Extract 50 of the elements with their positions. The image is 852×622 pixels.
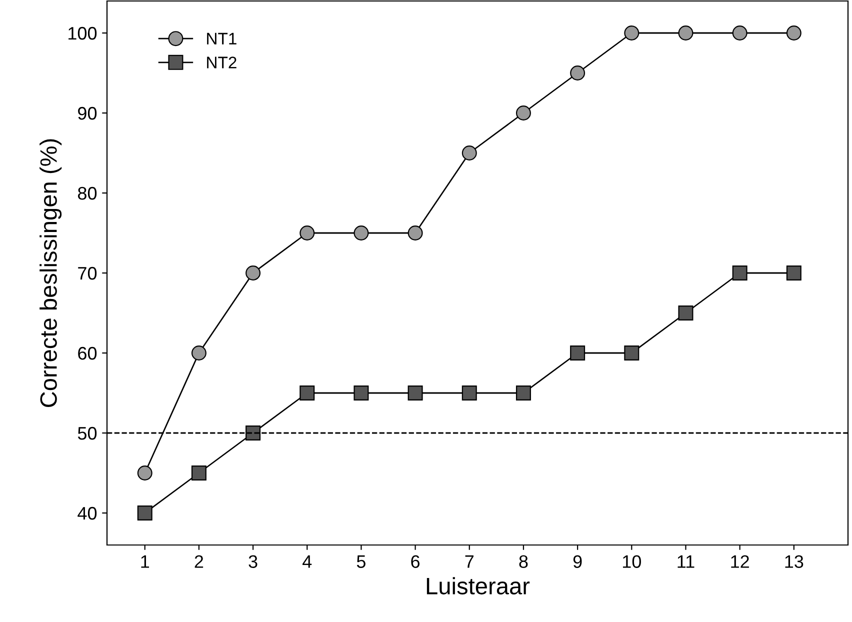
point <box>678 26 694 40</box>
point <box>570 346 586 360</box>
x-tick-label: 9 <box>573 555 582 568</box>
x-tick-label: 4 <box>302 555 312 568</box>
x-tick-label: 6 <box>411 555 420 568</box>
x-tick-label: 3 <box>248 555 258 568</box>
point <box>137 466 152 480</box>
y-tick-label: 90 <box>78 106 97 120</box>
x-tick-label: 1 <box>141 555 149 568</box>
point <box>354 226 369 240</box>
x-tick-label: 12 <box>731 555 749 568</box>
point <box>191 346 206 360</box>
point <box>570 66 586 80</box>
y-tick-label: 100 <box>68 26 97 40</box>
point <box>624 26 640 40</box>
point <box>354 386 369 400</box>
x-tick-label: 10 <box>622 555 641 568</box>
point <box>462 386 477 400</box>
legend-label: NT2 <box>207 56 236 68</box>
point <box>246 426 261 440</box>
point <box>732 266 748 280</box>
y-tick-label: 50 <box>78 426 97 440</box>
point <box>137 506 152 520</box>
point <box>732 26 748 40</box>
point <box>300 386 315 400</box>
y-tick-label: 70 <box>78 266 97 280</box>
y-tick-label: 80 <box>78 186 97 200</box>
point <box>300 226 315 240</box>
point <box>246 266 261 280</box>
x-axis-title: Luisteraar <box>426 577 530 594</box>
point <box>516 106 531 120</box>
y-tick-label: 60 <box>78 346 97 360</box>
x-tick-label: 8 <box>519 555 528 568</box>
x-tick-label: 2 <box>194 555 204 568</box>
point <box>408 226 423 240</box>
point <box>516 386 531 400</box>
y-axis-title: Correcte beslissingen (%) <box>40 139 62 407</box>
point <box>786 266 802 280</box>
x-tick-label: 13 <box>785 555 804 568</box>
point <box>408 386 423 400</box>
point <box>624 346 640 360</box>
point <box>462 146 477 160</box>
point <box>678 306 694 320</box>
x-tick-label: 11 <box>678 555 694 568</box>
x-tick-label: 5 <box>356 555 366 568</box>
legend-label: NT1 <box>207 32 236 44</box>
point <box>786 26 802 40</box>
x-tick-label: 7 <box>465 555 474 568</box>
point <box>191 466 206 480</box>
y-tick-label: 40 <box>78 506 97 520</box>
